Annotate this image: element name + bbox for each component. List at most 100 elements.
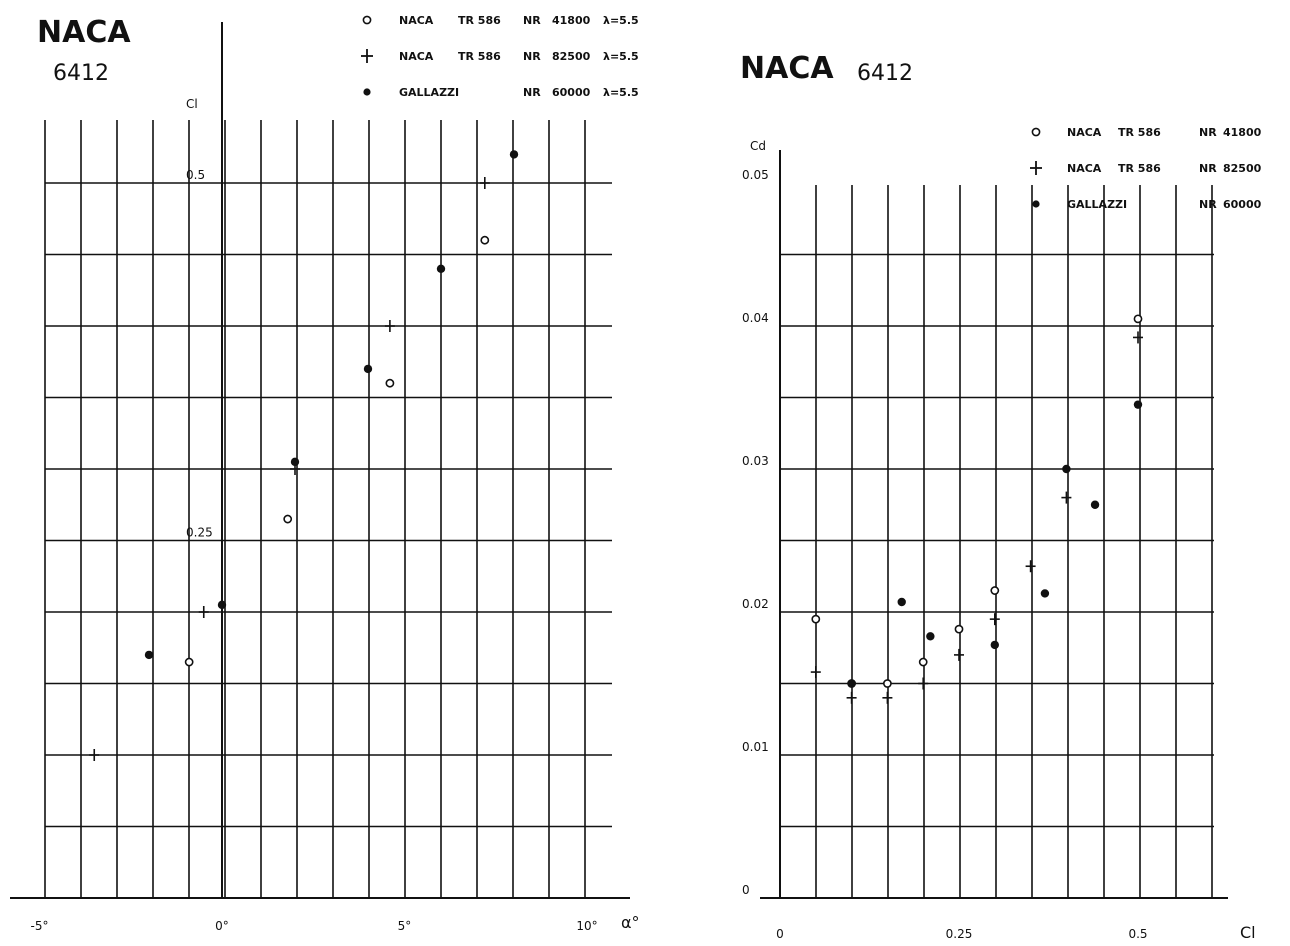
data-point-dot bbox=[1090, 500, 1100, 509]
legend-text: 41800 bbox=[1223, 126, 1262, 139]
data-point-dot bbox=[926, 632, 935, 641]
grid-lines bbox=[44, 120, 612, 899]
legend-text: NR bbox=[523, 50, 541, 63]
data-point-open-circle bbox=[480, 235, 490, 245]
legend-text: 60000 bbox=[552, 86, 591, 99]
y-tick-label: 0.04 bbox=[742, 311, 769, 325]
y-tick-label: 0.25 bbox=[186, 526, 213, 540]
data-point-plus bbox=[810, 666, 821, 679]
legend-text: GALLAZZI bbox=[399, 86, 459, 99]
data-point-plus bbox=[89, 749, 100, 761]
data-point-open-circle bbox=[883, 679, 892, 688]
legend-text: 41800 bbox=[552, 14, 591, 27]
data-point-plus bbox=[918, 677, 929, 690]
data-point-dot bbox=[509, 150, 519, 159]
data-point-dot bbox=[217, 600, 227, 610]
x-tick-label: 0 bbox=[776, 927, 784, 941]
data-point-open-circle bbox=[1133, 314, 1143, 324]
series-1 bbox=[811, 314, 1143, 688]
legend-text: TR 586 bbox=[1118, 126, 1161, 139]
data-point-open-circle bbox=[811, 614, 821, 624]
y-tick-label: 0.01 bbox=[742, 740, 769, 754]
legend-marker-dot bbox=[1032, 200, 1040, 208]
x-axis-label: α° bbox=[621, 913, 640, 932]
legend-text: TR 586 bbox=[458, 50, 501, 63]
y-tick-label: 0 bbox=[742, 883, 750, 897]
chart-title: NACA bbox=[37, 15, 131, 50]
legend-text: NR bbox=[523, 14, 541, 27]
series-3 bbox=[847, 400, 1143, 688]
data-point-open-circle bbox=[918, 657, 928, 667]
y-tick-label: 0.05 bbox=[742, 168, 769, 182]
y-tick-label: 0.03 bbox=[742, 454, 769, 468]
series-3 bbox=[144, 150, 519, 660]
legend-text: NACA bbox=[1067, 126, 1102, 139]
legend-text: NR bbox=[1199, 162, 1217, 175]
data-point-dot bbox=[290, 457, 300, 467]
grid-lines bbox=[779, 185, 1214, 899]
legend-text: 60000 bbox=[1223, 198, 1262, 211]
x-tick-label: 10° bbox=[576, 919, 597, 933]
chart-1: NACA 6412 α° Cl -5° 0° 5° 10° 0.25 0.5 NACA TR 586 N… bbox=[10, 14, 640, 933]
data-point-plus bbox=[1133, 331, 1143, 344]
data-point-dot bbox=[363, 364, 373, 374]
legend-text: NR bbox=[523, 86, 541, 99]
legend-text: TR 586 bbox=[458, 14, 501, 27]
x-tick-label: 0.25 bbox=[946, 927, 973, 941]
legend-text: NR bbox=[1199, 198, 1217, 211]
chart-subtitle: 6412 bbox=[857, 61, 913, 86]
y-tick-label: 0.5 bbox=[186, 168, 205, 182]
data-point-open-circle bbox=[385, 378, 395, 388]
legend-text: 82500 bbox=[1223, 162, 1262, 175]
x-axis-label: Cl bbox=[1240, 923, 1256, 941]
series-2 bbox=[89, 177, 490, 761]
legend-text: TR 586 bbox=[1118, 162, 1161, 175]
x-tick-label: 0.5 bbox=[1128, 927, 1147, 941]
legend-text: NACA bbox=[399, 50, 434, 63]
series-2 bbox=[810, 331, 1143, 704]
x-tick-label: 0° bbox=[215, 919, 229, 933]
data-point-open-circle bbox=[990, 586, 1000, 595]
chart-2: NACA 6412 Cl Cd 0 0.25 0.5 0 0.01 0.02 0.03 0.04 0.0… bbox=[740, 51, 1262, 942]
legend-marker-open-circle bbox=[1031, 127, 1041, 137]
legend-text: GALLAZZI bbox=[1067, 198, 1127, 211]
data-point-open-circle bbox=[283, 514, 293, 524]
data-point-plus bbox=[198, 606, 209, 618]
chart-subtitle: 6412 bbox=[53, 61, 109, 86]
data-point-plus bbox=[1025, 560, 1036, 573]
series-1 bbox=[184, 235, 490, 667]
data-point-dot bbox=[990, 640, 999, 650]
data-point-plus bbox=[1061, 491, 1072, 504]
data-point-plus bbox=[954, 648, 964, 661]
data-point-open-circle bbox=[184, 657, 194, 667]
chart-title: NACA bbox=[740, 51, 834, 86]
x-tick-label: -5° bbox=[31, 919, 49, 933]
legend-text: λ=5.5 bbox=[603, 86, 639, 99]
legend-text: 82500 bbox=[552, 50, 591, 63]
legend-text: λ=5.5 bbox=[603, 50, 639, 63]
legend-text: λ=5.5 bbox=[603, 14, 639, 27]
data-point-dot bbox=[847, 679, 856, 688]
data-point-plus bbox=[479, 177, 490, 189]
data-point-plus bbox=[384, 320, 395, 332]
legend-text: NACA bbox=[399, 14, 434, 27]
legend-marker-plus bbox=[1030, 161, 1042, 175]
legend-marker-open-circle bbox=[362, 15, 372, 25]
data-point-plus bbox=[846, 691, 857, 704]
y-tick-label: 0.02 bbox=[742, 597, 769, 611]
legend-text: NACA bbox=[1067, 162, 1102, 175]
legend-marker-dot bbox=[363, 88, 371, 96]
data-point-dot bbox=[1133, 400, 1143, 409]
data-point-plus bbox=[882, 691, 893, 704]
legend-marker-plus bbox=[361, 49, 373, 63]
data-point-plus bbox=[989, 613, 1000, 626]
legend-text: NR bbox=[1199, 126, 1217, 139]
data-point-dot bbox=[144, 650, 154, 660]
data-point-dot bbox=[897, 597, 906, 607]
data-point-dot bbox=[436, 264, 446, 273]
data-point-dot bbox=[1040, 589, 1050, 598]
y-axis-label: Cd bbox=[750, 139, 766, 153]
y-axis-label: Cl bbox=[186, 97, 198, 111]
